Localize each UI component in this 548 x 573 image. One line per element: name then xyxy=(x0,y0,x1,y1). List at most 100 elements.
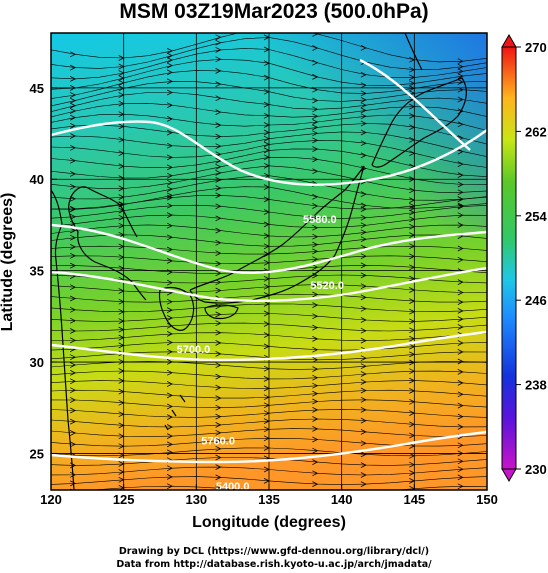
wind-arrow xyxy=(118,80,125,86)
wind-arrow xyxy=(312,346,319,353)
wind-arrow xyxy=(166,89,173,96)
wind-arrow xyxy=(457,96,464,103)
wind-arrow xyxy=(360,97,367,103)
wind-arrow xyxy=(215,287,222,294)
wind-arrow xyxy=(409,308,416,315)
wind-arrow xyxy=(263,141,270,148)
wind-arrow xyxy=(215,39,222,46)
wind-arrow xyxy=(215,329,222,336)
wind-arrow xyxy=(409,421,416,428)
wind-arrow xyxy=(118,194,125,200)
wind-arrow xyxy=(360,294,367,301)
wind-arrow xyxy=(409,113,416,119)
wind-arrow xyxy=(70,441,77,448)
wind-arrow xyxy=(215,422,222,428)
wind-arrow xyxy=(457,222,464,228)
wind-arrow xyxy=(312,256,319,263)
wind-arrow xyxy=(360,283,367,290)
wind-arrow xyxy=(312,248,319,255)
wind-arrow xyxy=(360,140,367,147)
wind-arrow xyxy=(118,75,125,81)
wind-arrow xyxy=(360,107,367,114)
wind-arrow xyxy=(360,229,367,236)
wind-arrow xyxy=(312,113,319,120)
wind-arrow xyxy=(118,55,125,61)
x-tick-label: 125 xyxy=(113,492,135,507)
wind-arrow xyxy=(166,246,173,253)
wind-arrow xyxy=(312,426,319,432)
wind-arrow xyxy=(118,136,125,143)
wind-arrow xyxy=(118,411,125,418)
korea-coastline xyxy=(68,186,147,301)
wind-arrow xyxy=(166,414,173,420)
wind-arrow xyxy=(312,74,319,80)
wind-arrow xyxy=(118,288,125,294)
wind-arrow xyxy=(360,462,367,468)
y-tick-label: 30 xyxy=(30,355,44,370)
wind-arrow xyxy=(166,359,173,365)
colorbar-tick-label: 270 xyxy=(525,40,547,55)
wind-arrow xyxy=(312,33,319,37)
wind-arrow xyxy=(263,343,270,350)
wind-arrow xyxy=(263,34,270,41)
contour-line xyxy=(51,223,487,275)
wind-arrow xyxy=(215,47,222,53)
wind-arrow xyxy=(409,80,416,87)
wind-arrow xyxy=(457,450,464,457)
wind-arrow xyxy=(457,79,464,85)
wind-arrow xyxy=(312,45,319,51)
wind-arrow xyxy=(457,474,464,481)
wind-arrow xyxy=(118,399,125,406)
wind-arrow xyxy=(409,461,416,468)
wind-arrow xyxy=(215,170,222,176)
wind-arrow xyxy=(215,143,222,150)
wind-arrow xyxy=(166,48,173,54)
colorbar-tick-label: 254 xyxy=(525,209,547,224)
wind-arrow xyxy=(166,403,173,410)
y-axis: 25 30 35 40 45 xyxy=(30,81,57,461)
wind-arrow xyxy=(312,97,319,104)
wind-arrow xyxy=(263,365,270,372)
wind-arrow xyxy=(312,447,319,454)
wind-arrow xyxy=(409,124,416,131)
shikoku-coastline xyxy=(204,304,239,320)
wind-arrow xyxy=(215,270,222,277)
wind-arrow xyxy=(360,90,367,97)
map-title: MSM 03Z19Mar2023 (500.0hPa) xyxy=(119,0,429,23)
wind-arrow xyxy=(312,481,319,487)
wind-arrow xyxy=(263,310,270,317)
wind-arrow xyxy=(118,70,125,76)
wind-arrow xyxy=(118,452,125,459)
wind-arrow xyxy=(166,307,173,313)
wind-arrow xyxy=(118,358,125,365)
wind-arrow xyxy=(263,445,270,451)
wind-arrow xyxy=(409,253,416,260)
wind-arrow xyxy=(215,454,222,461)
wind-arrow xyxy=(70,97,77,104)
wind-arrow xyxy=(360,337,367,344)
colorbar-min-arrow xyxy=(501,468,517,482)
wind-arrow xyxy=(312,168,319,175)
wind-arrow xyxy=(409,264,416,271)
wind-arrow xyxy=(312,86,319,93)
wind-arrow xyxy=(70,378,77,385)
wind-arrow xyxy=(409,176,416,182)
wind-arrow xyxy=(70,317,77,324)
wind-arrow xyxy=(312,106,319,113)
wind-arrow xyxy=(70,362,77,368)
wind-arrow xyxy=(312,291,319,298)
wind-arrow xyxy=(70,244,77,250)
wind-arrow xyxy=(409,187,416,194)
wind-arrow xyxy=(215,320,222,327)
wind-arrow xyxy=(70,114,77,121)
wind-arrow xyxy=(409,432,416,439)
wind-arrow xyxy=(457,181,464,188)
wind-arrow xyxy=(166,449,173,456)
wind-arrow xyxy=(409,66,416,73)
wind-arrow xyxy=(118,265,125,272)
wind-arrow xyxy=(118,111,125,118)
wind-arrow xyxy=(70,85,77,91)
wind-arrow xyxy=(409,388,416,394)
wind-arrow xyxy=(70,64,77,71)
wind-arrow xyxy=(118,388,125,395)
